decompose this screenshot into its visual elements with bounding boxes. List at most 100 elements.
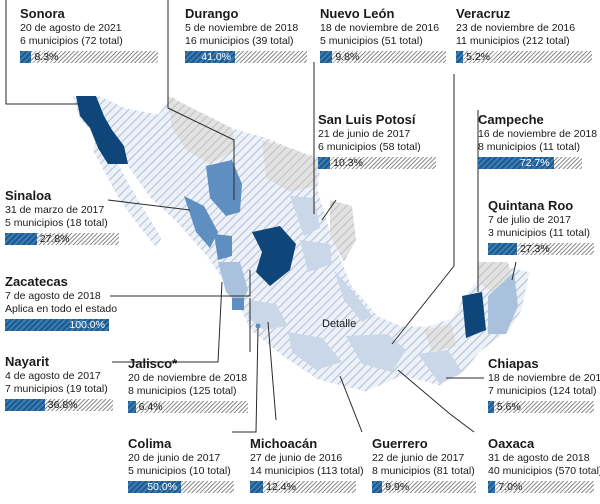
label-sinaloa: Sinaloa 31 de marzo de 2017 5 municipios (… <box>5 188 119 245</box>
campeche-state <box>462 292 486 338</box>
leader-veracruz <box>391 74 455 345</box>
coverage-bar-fill <box>488 401 494 413</box>
label-veracruz: Veracruz 23 de noviembre de 2016 11 munici… <box>456 6 592 63</box>
municipalities-count: 7 municipios (19 total) <box>5 383 108 395</box>
label-campeche: Campeche 16 de noviembre de 2018 8 municip… <box>478 112 598 169</box>
label-nayarit: Nayarit 4 de agosto de 2017 7 municipios (… <box>5 354 113 411</box>
coverage-bar: 27.8% <box>5 233 119 245</box>
municipalities-count: 5 municipios (10 total) <box>128 465 231 477</box>
coverage-percent: 12.4% <box>266 481 296 493</box>
decree-date: 16 de noviembre de 2018 <box>478 128 598 140</box>
leader-sonora <box>5 0 80 105</box>
state-name: Sinaloa <box>5 188 52 203</box>
leader-lines <box>5 0 517 433</box>
decree-date: 20 de agosto de 2021 <box>20 22 122 34</box>
leader-colima <box>232 327 259 433</box>
coverage-bar: 9.8% <box>320 51 446 63</box>
jalisco-state <box>218 262 248 306</box>
coverage-percent: 5.6% <box>496 401 521 413</box>
detalle-label: Detalle <box>322 318 357 330</box>
coverage-bar: 10.3% <box>318 157 436 169</box>
veracruz-state <box>334 270 372 322</box>
coverage-percent: 5.2% <box>466 51 490 63</box>
label-nuevo-leon: Nuevo León 18 de noviembre de 2016 5 munic… <box>320 6 446 63</box>
coverage-percent: 6.4% <box>138 401 163 413</box>
coverage-percent: 36.8% <box>47 399 78 411</box>
label-sonora: Sonora 20 de agosto de 2021 6 municipios (… <box>20 6 158 63</box>
leader-nayarit <box>112 281 223 363</box>
coverage-percent: 72.7% <box>519 157 550 169</box>
coverage-percent: 27.3% <box>519 243 550 255</box>
decree-date: 20 de noviembre de 2018 <box>128 372 248 384</box>
chiapas-state <box>418 350 462 384</box>
coverage-bar: 27.3% <box>488 243 594 255</box>
coverage-bar-fill <box>456 51 464 63</box>
state-name: Veracruz <box>456 6 511 21</box>
coverage-bar-fill <box>128 401 136 413</box>
zacatecas-state <box>252 226 296 286</box>
state-name: Sonora <box>20 6 65 21</box>
decree-date: 22 de junio de 2017 <box>372 452 465 464</box>
municipalities-count: 8 municipios (11 total) <box>478 141 580 153</box>
coverage-bar-fill <box>488 481 496 493</box>
decree-date: 18 de noviembre de 2016 <box>488 372 600 384</box>
san-luis-potosi-state <box>300 240 332 272</box>
chihuahua-gray <box>168 96 236 164</box>
municipalities-count: 6 municipios (58 total) <box>318 141 421 153</box>
coverage-bar-fill <box>128 481 181 493</box>
coverage-bar: 9.9% <box>372 481 476 493</box>
label-durango: Durango 5 de noviembre de 2018 16 municipi… <box>185 6 307 63</box>
coverage-bar: 5.6% <box>488 401 594 413</box>
state-name: Quintana Roo <box>488 198 574 213</box>
municipalities-count: 5 municipios (18 total) <box>5 217 108 229</box>
leader-sinaloa <box>107 199 191 211</box>
municipalities-count: 3 municipios (11 total) <box>488 227 590 239</box>
leader-slp <box>321 199 337 221</box>
quintana-roo-state <box>488 272 518 334</box>
coverage-bar: 36.8% <box>5 399 113 411</box>
decree-date: 7 de agosto de 2018 <box>5 290 101 302</box>
state-name: Oaxaca <box>488 436 535 451</box>
baja-california <box>91 137 163 249</box>
coverage-bar: 5.2% <box>456 51 592 63</box>
decree-date: 18 de noviembre de 2016 <box>320 22 440 34</box>
decree-date: 4 de agosto de 2017 <box>5 370 101 382</box>
municipalities-count: 8 municipios (81 total) <box>372 465 475 477</box>
decree-date: 21 de junio de 2017 <box>318 128 411 140</box>
leader-oaxaca <box>397 369 475 433</box>
state-name: Michoacán <box>250 436 318 451</box>
coverage-bar-fill <box>5 319 109 331</box>
municipalities-count: 6 municipios (72 total) <box>20 35 123 47</box>
state-name: Zacatecas <box>5 274 68 289</box>
tamaulipas-gray <box>330 200 356 262</box>
colima-state <box>232 298 244 310</box>
coverage-percent: 7.0% <box>498 481 523 493</box>
coverage-bar-fill <box>5 399 45 411</box>
coverage-percent: 9.9% <box>385 481 410 493</box>
coverage-bar-fill <box>250 481 264 493</box>
label-san-luis-potosi: San Luis Potosí 21 de junio de 2017 6 muni… <box>318 112 436 169</box>
coverage-bar: 6.4% <box>128 401 248 413</box>
coverage-bar-fill <box>478 157 554 169</box>
municipalities-count: 40 municipios (570 total) <box>488 465 600 477</box>
oaxaca-state <box>346 334 406 372</box>
decree-date: 23 de noviembre de 2016 <box>456 22 576 34</box>
label-jalisco: Jalisco* 20 de noviembre de 2018 8 municip… <box>128 356 248 413</box>
coverage-bar-fill <box>185 51 236 63</box>
leader-michoacan <box>267 321 277 421</box>
municipalities-count: 11 municipios (212 total) <box>456 35 570 47</box>
coverage-bar-fill <box>20 51 32 63</box>
municipalities-count: 7 municipios (124 total) <box>488 385 597 397</box>
coverage-percent: 41.0% <box>201 51 232 63</box>
coverage-bar: 12.4% <box>250 481 356 493</box>
label-quintana-roo: Quintana Roo 7 de julio de 2017 3 municipi… <box>488 198 594 255</box>
state-name: Nuevo León <box>320 6 395 21</box>
coverage-bar-fill <box>372 481 383 493</box>
coverage-bar-fill <box>320 51 333 63</box>
decree-date: 27 de junio de 2016 <box>250 452 343 464</box>
decree-date: 31 de agosto de 2018 <box>488 452 590 464</box>
municipalities-count: 8 municipios (125 total) <box>128 385 237 397</box>
tabasco-gray <box>424 324 456 352</box>
coverage-percent: 50.0% <box>147 481 177 493</box>
michoacan-state <box>248 300 288 330</box>
